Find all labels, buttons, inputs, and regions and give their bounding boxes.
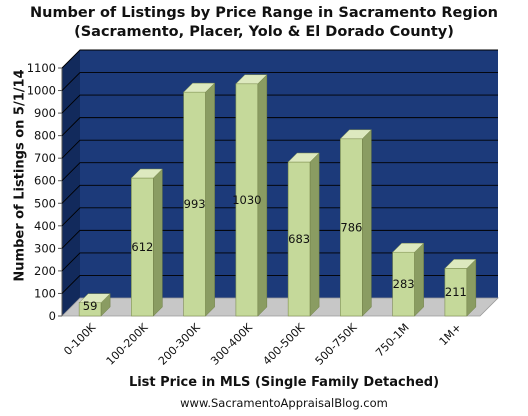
x-tick-label: 200-300K [156, 320, 203, 367]
bar [130, 168, 163, 317]
x-tick-label: 750-1M [373, 321, 412, 360]
bar [78, 293, 111, 317]
y-tick-label: 900 [34, 106, 56, 120]
data-label: 283 [393, 277, 415, 291]
chart-title: Number of Listings by Price Range in Sac… [29, 5, 498, 21]
bar [287, 152, 320, 317]
y-tick-label: 1100 [27, 61, 56, 75]
bar-side [414, 242, 424, 317]
x-tick-label: 0-100K [61, 320, 98, 357]
data-label: 612 [131, 240, 153, 254]
bar-top [183, 82, 216, 93]
bar-top [130, 168, 163, 179]
y-tick-label: 0 [49, 309, 56, 323]
bars [78, 74, 477, 317]
data-label: 683 [288, 232, 310, 246]
x-tick-label: 100-200K [104, 320, 151, 367]
data-label: 211 [445, 285, 467, 299]
data-label: 1030 [232, 193, 261, 207]
bar-side [153, 168, 163, 317]
floor [61, 297, 499, 317]
bar-side [205, 82, 215, 317]
x-tick-label: 1M+ [437, 321, 464, 348]
bar [444, 258, 477, 317]
bar [339, 129, 372, 317]
bar [235, 74, 268, 317]
y-axis-ticks: 0 100 200 300 400 500 600 700 800 900 1000 1100 [27, 61, 62, 323]
x-axis-ticks: 0-100K 100-200K 200-300K 300-400K 400-500K 50… [61, 320, 464, 367]
bar-top [392, 242, 425, 253]
bar [183, 82, 216, 317]
y-tick-label: 500 [34, 196, 56, 210]
bar-top [78, 293, 111, 303]
y-tick-label: 400 [34, 219, 56, 233]
gridline [61, 49, 498, 69]
x-tick-label: 400-500K [260, 320, 307, 367]
gridline [61, 117, 498, 136]
x-axis-label: List Price in MLS (Single Family Detache… [128, 375, 440, 390]
data-label: 993 [184, 197, 206, 211]
y-tick-label: 700 [34, 151, 56, 165]
y-tick-label: 100 [34, 286, 56, 300]
bar-side [466, 258, 477, 317]
plot-background [61, 50, 499, 317]
footer-url: www.SacramentoAppraisalBlog.com [180, 396, 388, 410]
bar-top [339, 129, 372, 140]
y-tick-label: 600 [34, 174, 56, 188]
bar-top [235, 74, 268, 85]
x-tick-label: 300-400K [208, 320, 255, 367]
data-label: 786 [340, 220, 362, 234]
bar-top [287, 152, 320, 163]
chart-subtitle: (Sacramento, Placer, Yolo & El Dorado Co… [74, 24, 454, 40]
y-axis-label: Number of Listings on 5/1/14 [12, 69, 28, 282]
x-tick-label: 500-750K [313, 320, 360, 367]
bar-side [362, 129, 372, 317]
y-tick-label: 200 [34, 264, 56, 278]
gridline [61, 72, 498, 91]
data-labels: 59 612 993 1030 683 786 283 211 [83, 193, 467, 313]
y-tick-label: 300 [34, 241, 56, 255]
y-tick-label: 800 [34, 129, 56, 143]
bar-side [309, 152, 320, 317]
side-wall [62, 50, 80, 316]
bar [392, 242, 425, 317]
gridline [61, 94, 498, 114]
data-label: 59 [83, 299, 98, 313]
bar-top [444, 259, 477, 269]
y-tick-label: 1000 [27, 84, 56, 98]
